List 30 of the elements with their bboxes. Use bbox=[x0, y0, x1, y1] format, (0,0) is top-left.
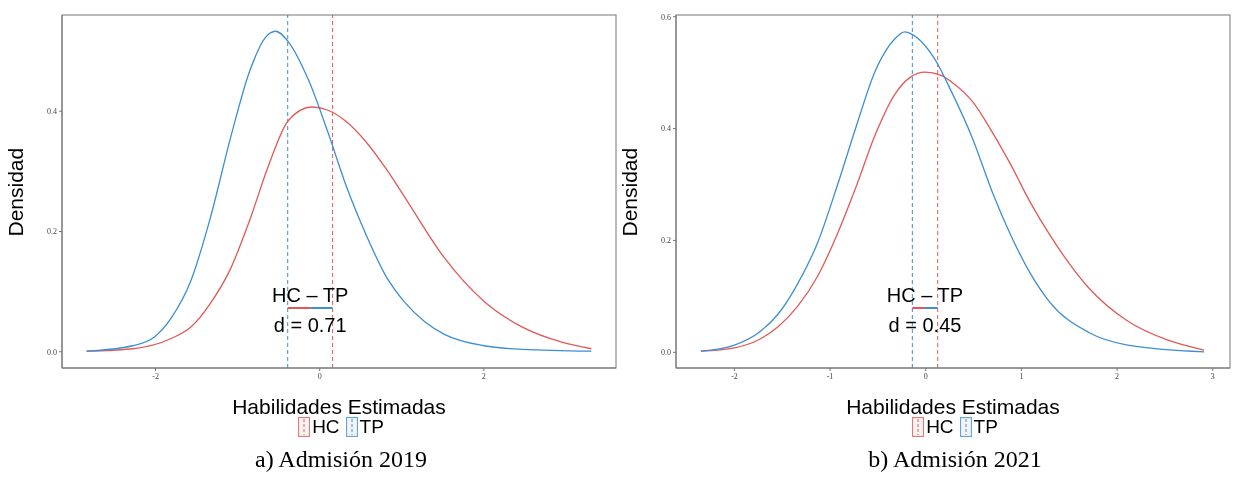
legend-label: TP bbox=[973, 416, 998, 438]
legend-label: HC bbox=[312, 416, 340, 438]
annotation: d = 0.45 bbox=[888, 313, 962, 336]
x-axis-title: Habilidades Estimadas bbox=[846, 395, 1060, 418]
x-tick-label: 1 bbox=[1019, 371, 1024, 381]
x-axis-title: Habilidades Estimadas bbox=[232, 395, 446, 418]
y-axis-title: Densidad bbox=[4, 147, 28, 237]
annotation: d = 0.71 bbox=[273, 313, 347, 336]
legend-label: HC bbox=[926, 416, 954, 438]
y-tick-label: 0.4 bbox=[47, 107, 57, 117]
annotation: HC – TP bbox=[271, 283, 349, 306]
x-tick-label: 3 bbox=[1210, 371, 1215, 381]
x-tick-label: 2 bbox=[481, 371, 486, 381]
text: b) Admisión 2021 bbox=[867, 446, 1043, 473]
y-tick-label: 0.0 bbox=[661, 348, 671, 358]
y-axis-title: Densidad bbox=[618, 147, 642, 237]
annotation: HC – TP bbox=[886, 283, 964, 306]
x-tick-label: -2 bbox=[152, 371, 159, 381]
legend-label: TP bbox=[359, 416, 384, 438]
x-tick-label: 0 bbox=[923, 371, 928, 381]
x-tick-label: 0 bbox=[317, 371, 322, 381]
y-tick-label: 0.4 bbox=[661, 124, 671, 134]
y-tick-label: 0.2 bbox=[661, 236, 671, 246]
y-tick-label: 0.0 bbox=[47, 347, 57, 357]
x-tick-label: -2 bbox=[731, 371, 738, 381]
y-tick-label: 0.6 bbox=[661, 12, 671, 22]
x-tick-label: 2 bbox=[1115, 371, 1120, 381]
x-tick-label: -1 bbox=[826, 371, 834, 381]
y-tick-label: 0.2 bbox=[47, 227, 57, 237]
text: a) Admisión 2019 bbox=[254, 446, 428, 473]
